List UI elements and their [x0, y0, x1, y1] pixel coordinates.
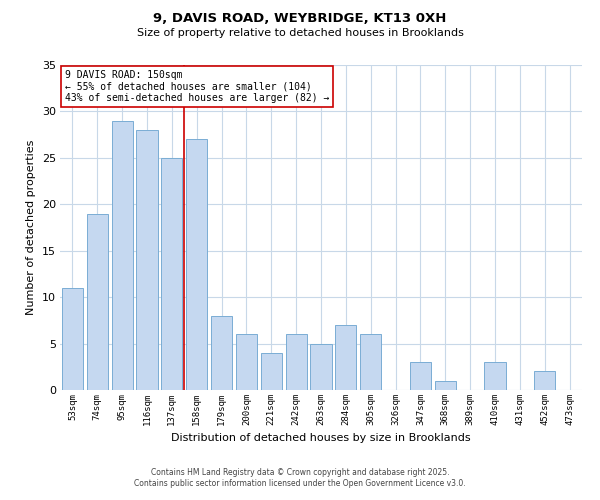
Bar: [435, 380, 456, 390]
Bar: [136, 130, 158, 390]
Bar: [211, 316, 232, 390]
Bar: [410, 362, 431, 390]
Bar: [186, 140, 207, 390]
Bar: [310, 344, 332, 390]
Bar: [286, 334, 307, 390]
Text: Size of property relative to detached houses in Brooklands: Size of property relative to detached ho…: [137, 28, 463, 38]
Text: 9 DAVIS ROAD: 150sqm
← 55% of detached houses are smaller (104)
43% of semi-deta: 9 DAVIS ROAD: 150sqm ← 55% of detached h…: [65, 70, 329, 103]
Bar: [360, 334, 381, 390]
Bar: [112, 120, 133, 390]
Y-axis label: Number of detached properties: Number of detached properties: [26, 140, 36, 315]
Text: Contains HM Land Registry data © Crown copyright and database right 2025.
Contai: Contains HM Land Registry data © Crown c…: [134, 468, 466, 487]
Bar: [87, 214, 108, 390]
Bar: [236, 334, 257, 390]
Bar: [62, 288, 83, 390]
Bar: [335, 325, 356, 390]
Text: 9, DAVIS ROAD, WEYBRIDGE, KT13 0XH: 9, DAVIS ROAD, WEYBRIDGE, KT13 0XH: [154, 12, 446, 26]
Bar: [261, 353, 282, 390]
Bar: [534, 372, 555, 390]
X-axis label: Distribution of detached houses by size in Brooklands: Distribution of detached houses by size …: [171, 434, 471, 444]
Bar: [484, 362, 506, 390]
Bar: [161, 158, 182, 390]
